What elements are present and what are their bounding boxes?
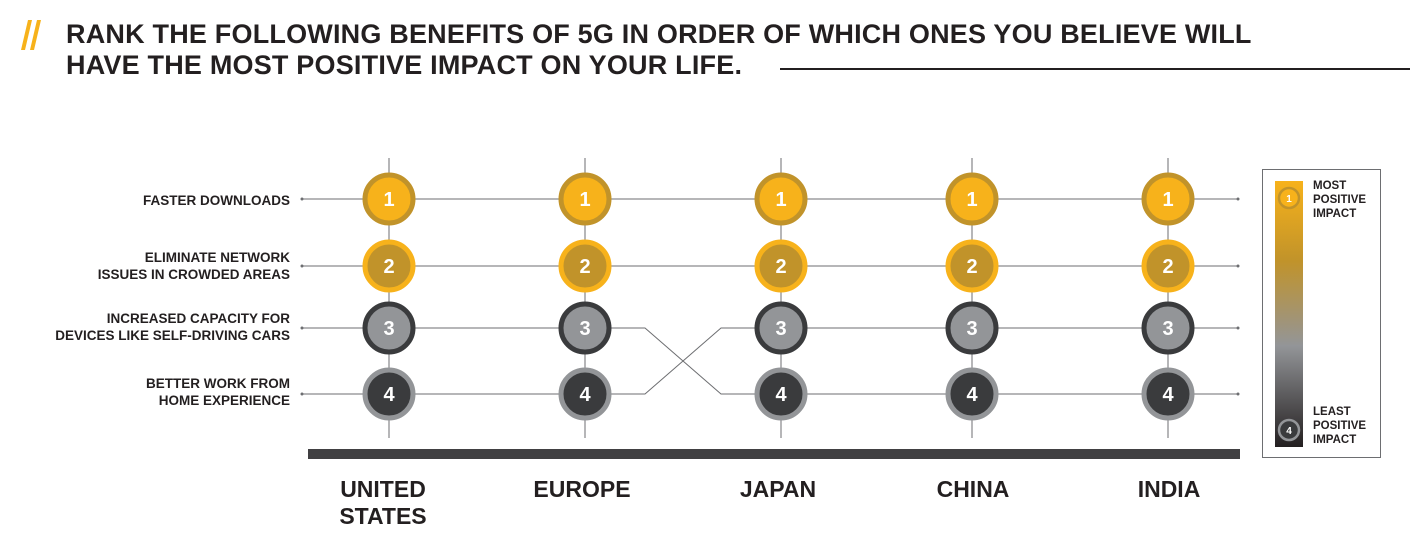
rank-marker (362, 239, 416, 293)
rank-number: 2 (966, 256, 977, 278)
rank-number: 3 (383, 318, 394, 340)
rank-marker (754, 367, 808, 421)
title-line-2: HAVE THE MOST POSITIVE IMPACT ON YOUR LI… (66, 50, 743, 80)
rank-number: 2 (579, 256, 590, 278)
connector-end-dot (1236, 197, 1240, 201)
title-rule (780, 68, 1410, 70)
rank-number: 2 (1162, 256, 1173, 278)
rank-marker (945, 301, 999, 355)
rank-marker (754, 301, 808, 355)
rank-marker (558, 239, 612, 293)
rank-number: 1 (1162, 189, 1173, 211)
legend-rank1-marker (1277, 186, 1301, 210)
connector-start-dot (300, 264, 304, 268)
rank-marker (1141, 239, 1195, 293)
connector-start-dot (300, 326, 304, 330)
rank-marker (754, 239, 808, 293)
connector-end-dot (1236, 264, 1240, 268)
legend-top-rank: 1 (1286, 194, 1292, 205)
rank-number: 4 (775, 384, 787, 406)
legend-bottom-label: LEAST POSITIVE IMPACT (1313, 406, 1367, 446)
rank-number: 3 (1162, 318, 1173, 340)
title-line-1: RANK THE FOLLOWING BENEFITS OF 5G IN ORD… (66, 19, 1252, 49)
benefit-connector-3 (302, 327, 1238, 395)
rank-marker (362, 301, 416, 355)
rank-marker (1141, 301, 1195, 355)
region-baseline (308, 449, 1240, 459)
rank-number: 4 (383, 384, 395, 406)
rank-number: 1 (775, 189, 786, 211)
region-label-europe: EUROPE (533, 476, 631, 502)
region-label-china: CHINA (936, 476, 1010, 502)
rank-number: 2 (383, 256, 394, 278)
rank-marker (362, 367, 416, 421)
rank-number: 3 (775, 318, 786, 340)
rank-number: 2 (775, 256, 786, 278)
legend-bottom-rank: 4 (1286, 426, 1292, 437)
legend-rank4-marker (1277, 418, 1301, 442)
rank-marker (754, 172, 808, 226)
benefit-label-better-work-from-home: BETTER WORK FROM HOME EXPERIENCE (146, 376, 290, 408)
benefit-label-faster-downloads: FASTER DOWNLOADS (143, 193, 290, 208)
rank-number: 4 (966, 384, 978, 406)
rank-marker (1141, 172, 1195, 226)
connector-start-dot (300, 197, 304, 201)
rank-marker (945, 172, 999, 226)
legend: 1 4 MOST POSITIVE IMPACT LEAST POSITIVE … (1262, 169, 1381, 458)
rank-marker (362, 172, 416, 226)
rank-marker (558, 301, 612, 355)
connector-end-dot (1236, 392, 1240, 396)
rank-number: 3 (966, 318, 977, 340)
benefit-label-eliminate-network-issues: ELIMINATE NETWORK ISSUES IN CROWDED AREA… (97, 250, 290, 282)
rank-marker (1141, 367, 1195, 421)
connector-end-dot (1236, 326, 1240, 330)
legend-gradient: 1 4 (1275, 181, 1303, 447)
rank-number: 1 (383, 189, 394, 211)
benefit-label-increased-capacity: INCREASED CAPACITY FOR DEVICES LIKE SELF… (55, 311, 290, 343)
region-label-japan: JAPAN (739, 476, 817, 502)
rank-marker (558, 172, 612, 226)
rank-number: 4 (1162, 384, 1174, 406)
rank-number: 1 (579, 189, 590, 211)
rank-marker (558, 367, 612, 421)
benefit-connector-2 (302, 327, 1238, 395)
connector-start-dot (300, 392, 304, 396)
rank-number: 4 (579, 384, 591, 406)
region-label-india: INDIA (1137, 476, 1201, 502)
rank-marker (945, 239, 999, 293)
legend-top-label: MOST POSITIVE IMPACT (1313, 180, 1367, 220)
rank-marker (945, 367, 999, 421)
double-slash-icon (21, 20, 41, 50)
rank-number: 1 (966, 189, 977, 211)
rank-number: 3 (579, 318, 590, 340)
region-label-united-states: UNITED STATES (339, 476, 427, 529)
